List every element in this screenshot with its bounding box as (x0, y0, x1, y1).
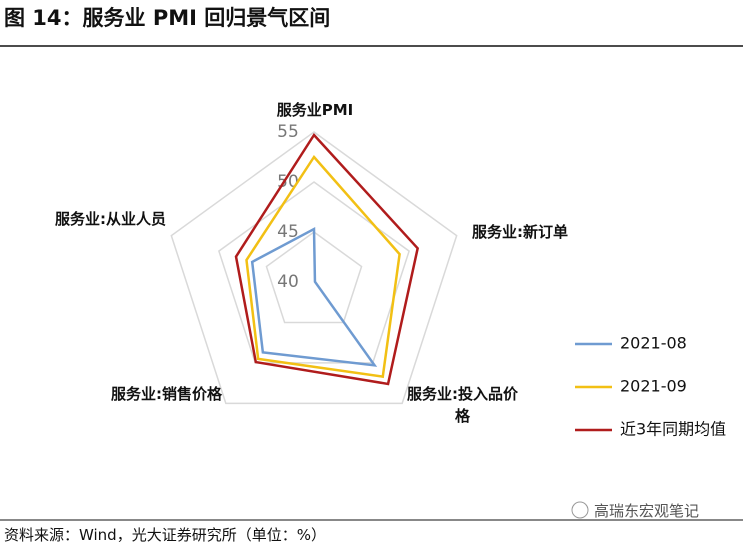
legend-label: 2021-09 (620, 377, 687, 396)
r-tick-label: 55 (277, 122, 299, 142)
title: 图 14：服务业 PMI 回归景气区间 (4, 6, 331, 30)
r-tick-label: 40 (277, 272, 299, 292)
axis-label: 服务业:投入品价格 (407, 385, 518, 425)
r-tick-label: 45 (277, 222, 299, 242)
series-line (250, 226, 378, 367)
axis-label: 服务业PMI (276, 101, 354, 119)
grid-ring (218, 181, 410, 364)
grid-ring (170, 131, 458, 405)
source: 资料来源：Wind，光大证券研究所（单位：%） (4, 526, 326, 544)
legend-label: 2021-08 (620, 334, 687, 353)
watermark-icon (571, 501, 589, 519)
axis-label: 服务业:新订单 (472, 223, 568, 241)
watermark: 高瑞东宏观笔记 (594, 502, 700, 520)
axis-label: 服务业:从业人员 (55, 210, 166, 228)
series-line (245, 154, 401, 379)
series-line (234, 132, 420, 386)
legend-label: 近3年同期均值 (620, 420, 726, 439)
axis-label: 服务业:销售价格 (111, 385, 222, 403)
grid-ring (265, 231, 363, 324)
